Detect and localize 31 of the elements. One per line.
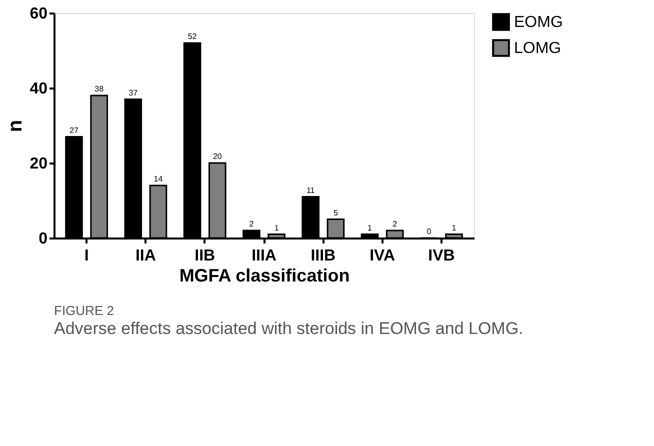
data-label: 38 bbox=[94, 84, 104, 94]
data-label: 5 bbox=[333, 208, 338, 218]
x-tick-label: IVB bbox=[428, 248, 455, 264]
x-tick-label: IIIB bbox=[310, 248, 336, 264]
y-tick-label: 60 bbox=[30, 6, 48, 22]
data-label: 1 bbox=[368, 223, 373, 232]
x-tick-label: IIB bbox=[194, 248, 216, 264]
data-label: 0 bbox=[426, 227, 432, 236]
data-label: 11 bbox=[306, 186, 316, 195]
data-label: 14 bbox=[154, 174, 164, 184]
x-tick-label: IIIA bbox=[252, 248, 277, 264]
legend-label: LOMG bbox=[514, 40, 562, 57]
data-label: 1 bbox=[452, 223, 457, 232]
data-label: 2 bbox=[392, 220, 398, 228]
y-tick-label: 0 bbox=[38, 230, 48, 248]
y-axis-title: n bbox=[4, 120, 27, 132]
data-label: 2 bbox=[249, 220, 254, 228]
x-tick-label: IIA bbox=[135, 248, 156, 264]
data-label: 20 bbox=[212, 152, 222, 161]
text: Adverse effects associated with steroids in EOMG and LOMG. bbox=[54, 319, 524, 338]
x-tick-label: IVA bbox=[370, 248, 396, 264]
caption: FIGURE 2 bbox=[54, 303, 114, 318]
x-tick-label: I bbox=[84, 248, 89, 264]
data-label: 37 bbox=[128, 88, 138, 98]
y-tick-label: 20 bbox=[30, 156, 48, 172]
y-tick-label: 40 bbox=[30, 80, 48, 98]
data-label: 27 bbox=[70, 126, 79, 135]
data-label: 52 bbox=[188, 32, 198, 41]
data-label: 1 bbox=[274, 223, 280, 232]
x-axis-title: MGFA classification bbox=[179, 266, 350, 286]
legend-label: EOMG bbox=[514, 14, 563, 31]
